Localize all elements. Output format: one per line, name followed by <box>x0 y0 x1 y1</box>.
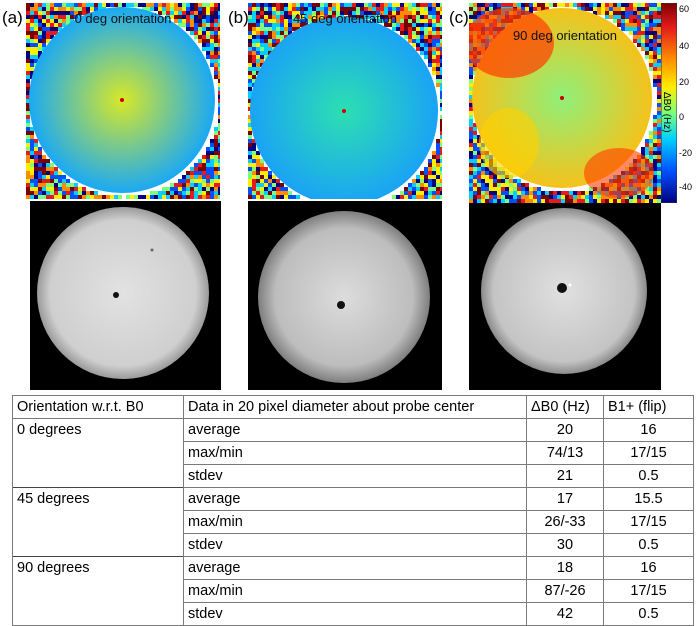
field-map-90deg-caption: 90 deg orientation <box>512 28 618 43</box>
field-map-90deg-image <box>469 3 661 203</box>
field-blob <box>469 8 554 78</box>
stat-cell: stdev <box>183 602 527 626</box>
panel-label-b: (b) <box>228 8 249 27</box>
colorbar-title: ΔB0 (Hz) <box>661 92 672 133</box>
table-row: stdev 42 0.5 <box>12 602 694 626</box>
field-map-0deg-caption: 0 deg orientation <box>74 11 172 26</box>
b1-cell: 15.5 <box>603 487 694 511</box>
magnitude-image-45deg <box>248 201 442 390</box>
b1-cell: 16 <box>603 418 694 442</box>
orientation-cell-empty <box>12 464 184 488</box>
delta-b0-cell: 26/-33 <box>526 510 604 534</box>
b1-cell: 17/15 <box>603 579 694 603</box>
delta-b0-cell: 87/-26 <box>526 579 604 603</box>
table-header-row: Orientation w.r.t. B0 Data in 20 pixel d… <box>12 395 694 419</box>
phantom-disc <box>37 207 209 379</box>
b1-cell: 0.5 <box>603 464 694 488</box>
b1-cell: 17/15 <box>603 441 694 465</box>
table-row: 45 degrees average 17 15.5 <box>12 487 694 511</box>
table-row: max/min 74/13 17/15 <box>12 441 694 465</box>
field-map-45deg: 45 deg orientation <box>248 3 442 199</box>
b1-cell: 0.5 <box>603 602 694 626</box>
delta-b0-cell: 21 <box>526 464 604 488</box>
stat-cell: stdev <box>183 464 527 488</box>
orientation-cell-empty <box>12 602 184 626</box>
header-data-region: Data in 20 pixel diameter about probe ce… <box>183 395 527 419</box>
probe-artifact <box>557 283 567 293</box>
magnitude-image-90deg <box>469 203 661 390</box>
orientation-cell-empty <box>12 441 184 465</box>
delta-b0-cell: 20 <box>526 418 604 442</box>
table-row: stdev 30 0.5 <box>12 533 694 557</box>
stat-cell: max/min <box>183 441 527 465</box>
stat-cell: max/min <box>183 510 527 534</box>
stat-cell: average <box>183 418 527 442</box>
header-b1-flip: B1+ (flip) <box>603 395 694 419</box>
colorbar-tick-minus20: -20 <box>679 148 693 158</box>
stat-cell: max/min <box>183 579 527 603</box>
colorbar-tick-20: 20 <box>679 77 690 87</box>
results-table: Orientation w.r.t. B0 Data in 20 pixel d… <box>12 395 694 626</box>
field-map-45deg-caption: 45 deg orientation <box>292 11 398 26</box>
colorbar-tick-60: 60 <box>679 4 690 14</box>
table-row: max/min 26/-33 17/15 <box>12 510 694 534</box>
bright-spot <box>568 283 572 287</box>
b1-cell: 17/15 <box>603 510 694 534</box>
probe-marker <box>342 109 346 113</box>
probe-artifact <box>337 301 345 309</box>
delta-b0-cell: 74/13 <box>526 441 604 465</box>
probe-marker <box>560 96 564 100</box>
colorbar <box>661 3 677 203</box>
delta-b0-cell: 17 <box>526 487 604 511</box>
orientation-cell: 0 degrees <box>12 418 184 442</box>
orientation-cell: 90 degrees <box>12 556 184 580</box>
colorbar-tick-minus40: -40 <box>679 182 693 192</box>
panel-label-c: (c) <box>449 8 469 27</box>
colorbar-tick-40: 40 <box>679 41 690 51</box>
field-blob <box>584 148 654 198</box>
delta-b0-cell: 18 <box>526 556 604 580</box>
orientation-cell-empty <box>12 510 184 534</box>
stat-cell: stdev <box>183 533 527 557</box>
bubble-artifact <box>150 248 154 252</box>
stat-cell: average <box>183 556 527 580</box>
header-delta-b0: ΔB0 (Hz) <box>526 395 604 419</box>
header-orientation: Orientation w.r.t. B0 <box>12 395 184 419</box>
probe-artifact <box>113 292 119 298</box>
table-row: max/min 87/-26 17/15 <box>12 579 694 603</box>
field-blob <box>479 108 539 178</box>
table-row: 0 degrees average 20 16 <box>12 418 694 442</box>
colorbar-tick-0: 0 <box>679 112 685 122</box>
field-map-90deg: 90 deg orientation <box>469 3 661 203</box>
table-row: stdev 21 0.5 <box>12 464 694 488</box>
phantom-disc <box>258 211 430 383</box>
magnitude-image-0deg <box>30 201 221 390</box>
field-map-0deg-image <box>26 3 220 199</box>
b1-cell: 16 <box>603 556 694 580</box>
stat-cell: average <box>183 487 527 511</box>
b1-cell: 0.5 <box>603 533 694 557</box>
field-map-0deg: 0 deg orientation <box>26 3 220 199</box>
field-map-45deg-image <box>248 3 442 199</box>
orientation-cell-empty <box>12 533 184 557</box>
field-disc <box>250 17 438 199</box>
orientation-cell-empty <box>12 579 184 603</box>
delta-b0-cell: 42 <box>526 602 604 626</box>
panel-label-a: (a) <box>2 8 23 27</box>
table-row: 90 degrees average 18 16 <box>12 556 694 580</box>
orientation-cell: 45 degrees <box>12 487 184 511</box>
delta-b0-cell: 30 <box>526 533 604 557</box>
probe-marker <box>120 98 124 102</box>
